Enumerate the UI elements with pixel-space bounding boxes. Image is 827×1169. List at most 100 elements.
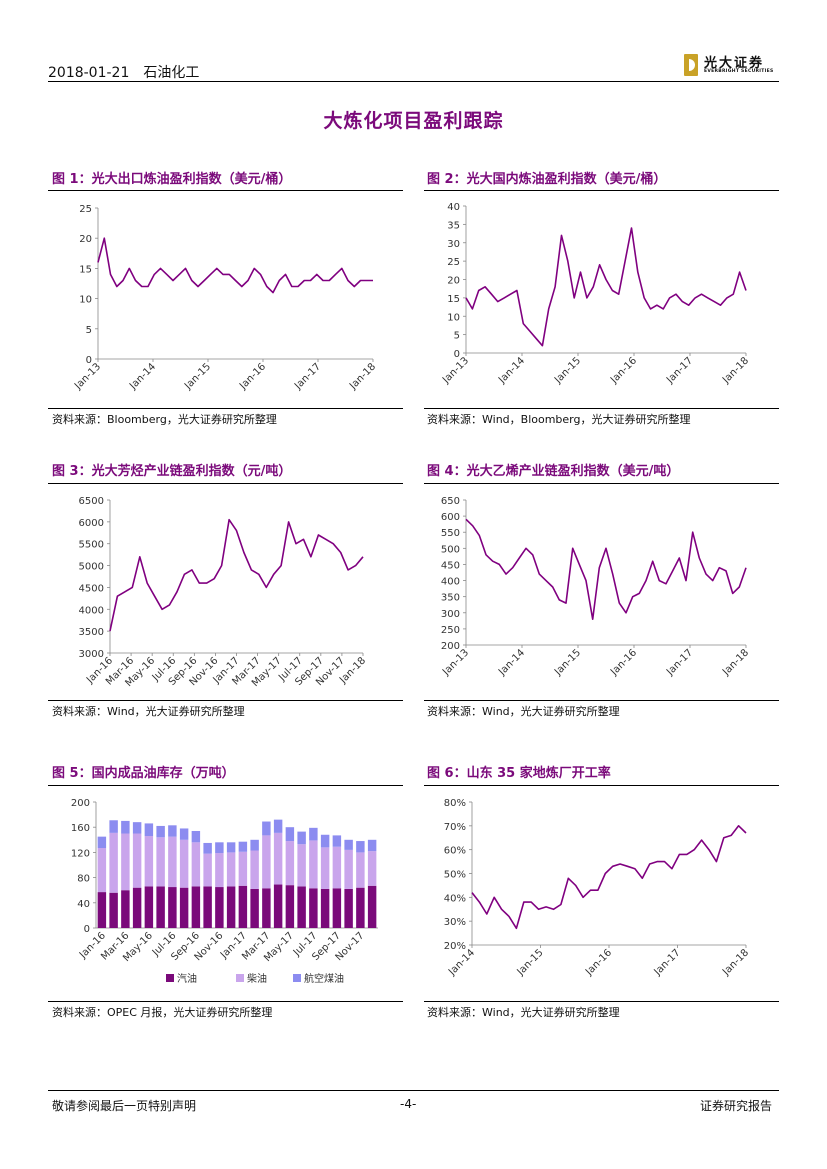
series-line	[465, 227, 747, 347]
y-tick-label: 30%	[444, 917, 466, 928]
x-tick-label: Jan-16	[583, 947, 614, 978]
bar-segment	[109, 832, 118, 893]
x-tick-label: Jan-18	[347, 361, 378, 392]
figure-3-rule-bottom	[48, 700, 403, 701]
bar-segment	[156, 825, 165, 838]
y-tick-label: 4500	[79, 583, 104, 594]
bar-segment	[132, 822, 142, 834]
figure-2-rule-top	[424, 190, 779, 191]
bar-segment	[262, 821, 271, 836]
bar-segment	[179, 828, 189, 840]
y-tick-label: 25	[447, 257, 460, 268]
y-tick-label: 300	[441, 609, 460, 620]
x-tick-label: Jan-14	[127, 361, 158, 392]
bar-segment	[367, 885, 377, 928]
x-tick-label: Jan-18	[720, 947, 751, 978]
bar-segment	[262, 835, 271, 889]
x-tick-label: Jan-15	[552, 355, 583, 386]
bar-segment	[297, 844, 306, 887]
bar-segment	[226, 842, 236, 853]
x-tick-label: Jan-17	[652, 947, 683, 978]
bar-segment	[132, 887, 142, 928]
bar-segment	[121, 820, 130, 834]
x-tick-label: Jan-15	[182, 361, 213, 392]
bar-segment	[121, 833, 130, 891]
x-tick-label: Jan-16	[608, 647, 639, 678]
y-tick-label: 30	[447, 239, 460, 250]
bar-segment	[320, 847, 330, 889]
x-tick-label: Jan-17	[664, 647, 695, 678]
bar-segment	[344, 888, 353, 928]
bar-segment	[273, 819, 283, 833]
x-tick-label: Jan-16	[608, 355, 639, 386]
bar-segment	[250, 839, 259, 851]
bar-segment	[262, 888, 271, 928]
x-tick-label: Jan-15	[552, 647, 583, 678]
bar-segment	[273, 832, 283, 885]
series-line	[97, 237, 373, 294]
bar-segment	[203, 886, 212, 928]
x-tick-label: Jan-14	[496, 647, 527, 678]
header-rule	[48, 81, 779, 82]
y-tick-label: 80%	[444, 798, 466, 809]
bar-segment	[168, 836, 177, 888]
y-tick-label: 40%	[444, 893, 466, 904]
bar-segment	[215, 853, 224, 888]
bar-segment	[132, 833, 142, 888]
bar-segment	[285, 841, 295, 886]
figure-1-title: 图 1：光大出口炼油盈利指数（美元/桶）	[52, 172, 292, 187]
y-tick-label: 5500	[79, 540, 104, 551]
y-tick-label: 20	[447, 276, 460, 287]
figure-2-rule-bottom	[424, 408, 779, 409]
footer-report-type: 证券研究报告	[700, 1099, 773, 1113]
y-tick-label: 0	[84, 924, 90, 935]
bar-segment	[238, 851, 248, 886]
y-tick-label: 10	[79, 295, 92, 306]
y-tick-label: 160	[71, 823, 90, 834]
y-tick-label: 250	[441, 625, 460, 636]
x-tick-label: Jan-15	[515, 947, 546, 978]
x-tick-label: Jan-16	[237, 361, 268, 392]
y-tick-label: 4000	[79, 605, 104, 616]
footer-rule	[48, 1090, 779, 1091]
bar-segment	[97, 847, 107, 893]
y-tick-label: 650	[441, 496, 460, 507]
report-date: 2018-01-21	[48, 65, 130, 81]
y-tick-label: 5	[86, 325, 92, 336]
figure-3-chart: 30003500400045005000550060006500Jan-16Ma…	[79, 496, 369, 689]
bar-segment	[250, 888, 259, 928]
y-tick-label: 3000	[79, 649, 104, 660]
bar-segment	[332, 846, 342, 889]
bar-segment	[203, 842, 212, 854]
legend-label: 汽油	[177, 972, 197, 985]
bar-segment	[203, 853, 212, 887]
figure-3-source: 资料来源：Wind，光大证券研究所整理	[52, 705, 245, 718]
y-tick-label: 15	[79, 264, 92, 275]
legend-swatch	[293, 974, 301, 982]
bar-segment	[168, 825, 177, 837]
bar-segment	[191, 830, 201, 843]
bar-segment	[320, 834, 330, 848]
figure-5-source: 资料来源：OPEC 月报，光大证券研究所整理	[52, 1006, 273, 1019]
bar-segment	[356, 887, 365, 928]
bar-segment	[144, 823, 154, 837]
series-line	[109, 518, 364, 632]
bar-segment	[297, 831, 306, 845]
figure-1-source: 资料来源：Bloomberg，光大证券研究所整理	[52, 413, 277, 426]
bar-segment	[356, 841, 365, 853]
header-meta: 2018-01-21 石油化工	[48, 62, 213, 82]
figure-5-chart: 04080120160200Jan-16Mar-16May-16Jul-16Se…	[71, 798, 378, 985]
y-tick-label: 70%	[444, 822, 466, 833]
figure-6-chart: 20%30%40%50%60%70%80%Jan-14 Jan-15 Jan-16 J…	[444, 798, 751, 978]
report-sector: 石油化工	[143, 65, 200, 81]
y-tick-label: 500	[441, 544, 460, 555]
figure-5-rule-bottom	[48, 1001, 403, 1002]
figure-3-rule-top	[48, 483, 403, 484]
x-tick-label: Jan-18	[720, 355, 751, 386]
bar-segment	[238, 841, 248, 852]
bar-segment	[97, 836, 107, 848]
legend-swatch	[236, 974, 244, 982]
bar-segment	[109, 820, 118, 833]
